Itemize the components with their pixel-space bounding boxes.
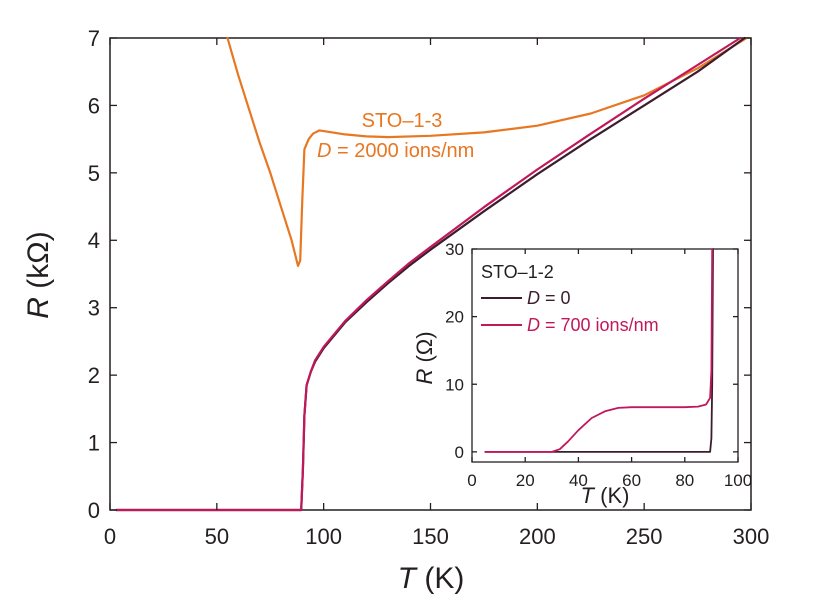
inset-x-tick-label: 20: [516, 471, 535, 490]
inset-legend: STO–1-2 D = 0 D = 700 ions/nm: [481, 262, 659, 335]
inset-y-axis-title: R (Ω): [412, 331, 437, 384]
main-series-orange: [226, 36, 748, 267]
main-y-tick-label: 0: [88, 498, 100, 523]
inset-legend-label-pink: D = 700 ions/nm: [527, 315, 659, 335]
inset-series-pink: [484, 248, 714, 453]
main-y-axis-title: R (kΩ): [22, 231, 55, 318]
inset-y-tick-label: 10: [445, 375, 464, 394]
main-x-tick-label: 300: [733, 524, 770, 549]
sample-label-sto-1-3: STO–1-3: [362, 110, 443, 132]
main-x-tick-label: 50: [205, 524, 229, 549]
main-y-tick-label: 3: [88, 296, 100, 321]
inset-x-tick-label: 0: [467, 471, 476, 490]
main-y-tick-label: 4: [88, 228, 100, 253]
inset-ticks: 0 20 40 60 80 100 0 10 20 30: [445, 240, 752, 490]
main-x-tick-label: 200: [519, 524, 556, 549]
inset-y-tick-label: 0: [455, 443, 464, 462]
main-series: [115, 36, 748, 512]
main-y-tick-label: 5: [88, 161, 100, 186]
main-annotations: STO–1-3 D = 2000 ions/nm: [317, 110, 474, 162]
inset-x-tick-label: 40: [569, 471, 588, 490]
main-x-axis-title: T (K): [398, 562, 465, 595]
main-x-tick-label: 100: [305, 524, 342, 549]
main-x-tick-label: 0: [104, 524, 116, 549]
main-x-tick-label: 250: [626, 524, 663, 549]
inset-x-tick-label: 60: [622, 471, 641, 490]
inset-series: [484, 248, 714, 453]
inset-x-tick-label: 100: [724, 471, 752, 490]
dose-label-2000: D = 2000 ions/nm: [317, 140, 474, 162]
main-x-tick-label: 150: [412, 524, 449, 549]
inset-x-axis-title: T (K): [581, 483, 630, 508]
main-y-tick-label: 1: [88, 430, 100, 455]
inset-legend-label-dark: D = 0: [527, 288, 571, 308]
inset-x-tick-label: 80: [675, 471, 694, 490]
main-y-tick-label: 6: [88, 93, 100, 118]
main-y-tick-label: 2: [88, 363, 100, 388]
main-y-tick-label: 7: [88, 26, 100, 51]
main-series-pink: [115, 36, 742, 512]
inset-plot: 0 20 40 60 80 100 0 10 20 30 STO–1-2 D = 0 D = 700 …: [412, 240, 752, 508]
inset-plot-frame: [471, 248, 739, 463]
inset-y-tick-label: 30: [445, 240, 464, 259]
inset-y-tick-label: 20: [445, 308, 464, 327]
inset-legend-title: STO–1-2: [481, 262, 554, 282]
